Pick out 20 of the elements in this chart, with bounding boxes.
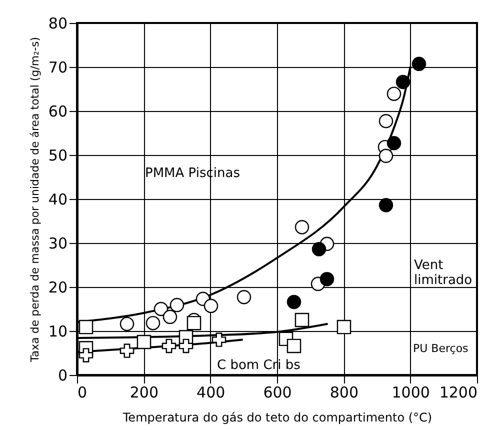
y-tick-label: 70 [48,58,68,76]
x-tick-label: 800 [330,384,358,402]
y-tick-label: 60 [48,102,68,120]
y-axis-title: Taxa de perda de massa por unidade de área total (g/m₂-s) [28,36,42,364]
y-tick-label: 40 [48,190,68,208]
y-tick-label: 10 [48,322,68,340]
annotation: Vent limitrado [414,258,472,288]
y-tick-label: 50 [48,146,68,164]
x-axis-title: Temperatura do gás do teto do compartimento (°C) [122,410,432,424]
x-tick-label: 200 [130,384,158,402]
y-tick-label: 0 [58,366,68,384]
x-tick-label: 400 [196,384,226,402]
y-tick-label: 80 [48,14,68,32]
y-tick-label: 30 [48,234,68,252]
x-tick-label: 0 [78,384,88,402]
x-tick-label: 1200 [439,384,478,402]
x-tick-label: 600 [263,384,292,402]
y-tick-label: 20 [48,278,68,296]
x-tick-label: 1000 [392,384,430,402]
annotation: PU Berços [413,342,469,355]
